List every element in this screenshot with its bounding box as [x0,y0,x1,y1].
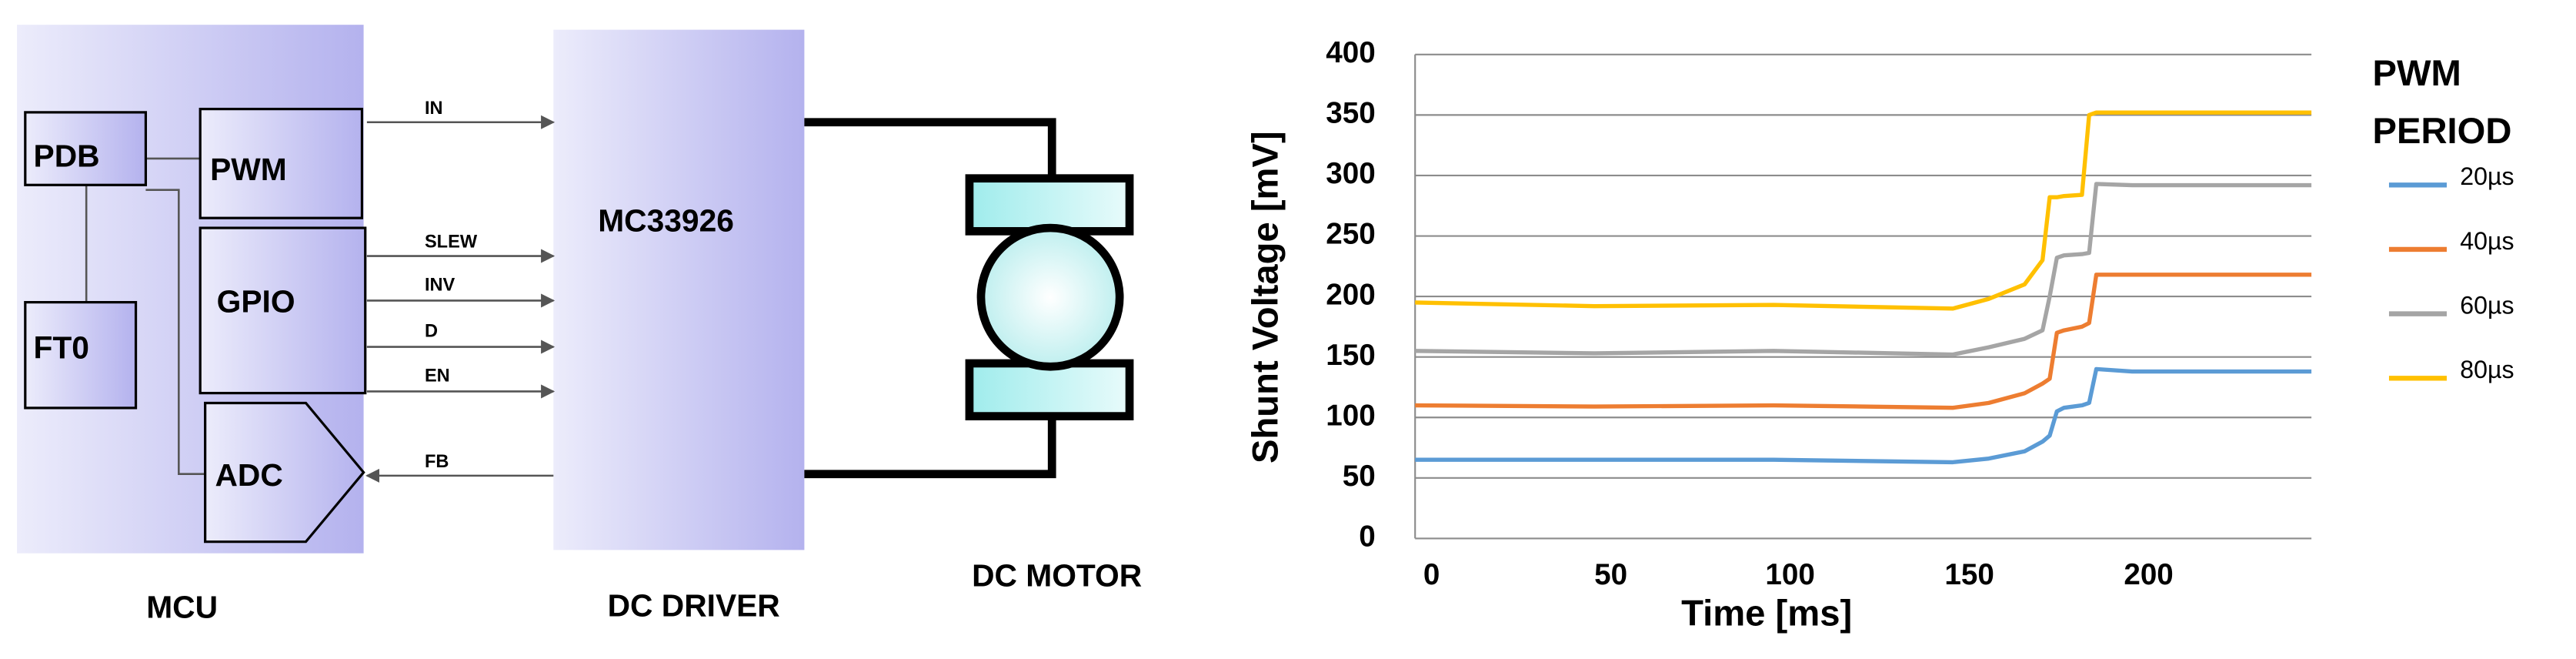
y-tick-label: 350 [1326,97,1375,130]
signal-label: EN [425,365,450,385]
pwm-block [199,107,364,219]
legend-label: 60µs [2460,292,2514,319]
y-tick-label: 150 [1326,339,1375,372]
motor-brush [965,174,1134,236]
y-tick-label: 100 [1326,399,1375,432]
legend-label: 20µs [2460,162,2514,190]
driver-block [553,29,805,550]
ft0-block [24,300,138,410]
chart: Shunt Voltage [mV] Time [ms] PWM PERIOD … [1246,36,2514,634]
motor-wire [804,118,1056,179]
pdb-block [24,111,148,186]
signal-label: D [425,320,438,340]
block-label: FT0 [34,330,89,366]
y-tick-label: 250 [1326,218,1375,251]
series-line [1415,366,2312,465]
series-line [1415,182,2312,357]
connector [145,189,205,476]
y-axis-title: Shunt Voltage [mV] [1246,131,1286,463]
block-label: GPIO [217,284,295,319]
signal-label: IN [425,98,443,118]
motor-rotor [976,223,1124,371]
x-tick-label: 100 [1765,558,1814,591]
signal-label: INV [425,274,455,294]
x-tick-label: 0 [1423,558,1440,591]
adc-block [204,401,365,544]
block-label: ADC [215,457,283,493]
x-axis-title: Time [ms] [1681,594,1852,634]
caption: DC MOTOR [972,558,1142,594]
series-line [1415,110,2312,311]
caption: DC DRIVER [608,587,780,623]
y-tick-label: 0 [1359,520,1375,554]
y-tick-label: 200 [1326,278,1375,311]
legend-title: PERIOD [2373,111,2512,152]
signal-arrows [365,115,556,483]
block-label: PWM [210,152,287,187]
legend-label: 40µs [2460,227,2514,255]
legend-title: PWM [2373,53,2461,94]
signal-label: FB [425,451,449,471]
y-tick-label: 50 [1343,460,1376,493]
caption: MCU [146,589,218,624]
motor-brush [965,359,1134,420]
y-tick-label: 400 [1326,36,1375,69]
x-tick-label: 200 [2124,558,2173,591]
block-label: PDB [34,139,100,174]
motor-wire [804,416,1056,479]
x-tick-label: 150 [1944,558,1994,591]
y-tick-label: 300 [1326,157,1375,190]
gpio-block [199,226,367,395]
chip-label: MC33926 [598,202,734,238]
series-line [1415,273,2312,410]
legend-label: 80µs [2460,356,2514,383]
x-tick-label: 50 [1594,558,1627,591]
signal-label: SLEW [425,232,478,252]
